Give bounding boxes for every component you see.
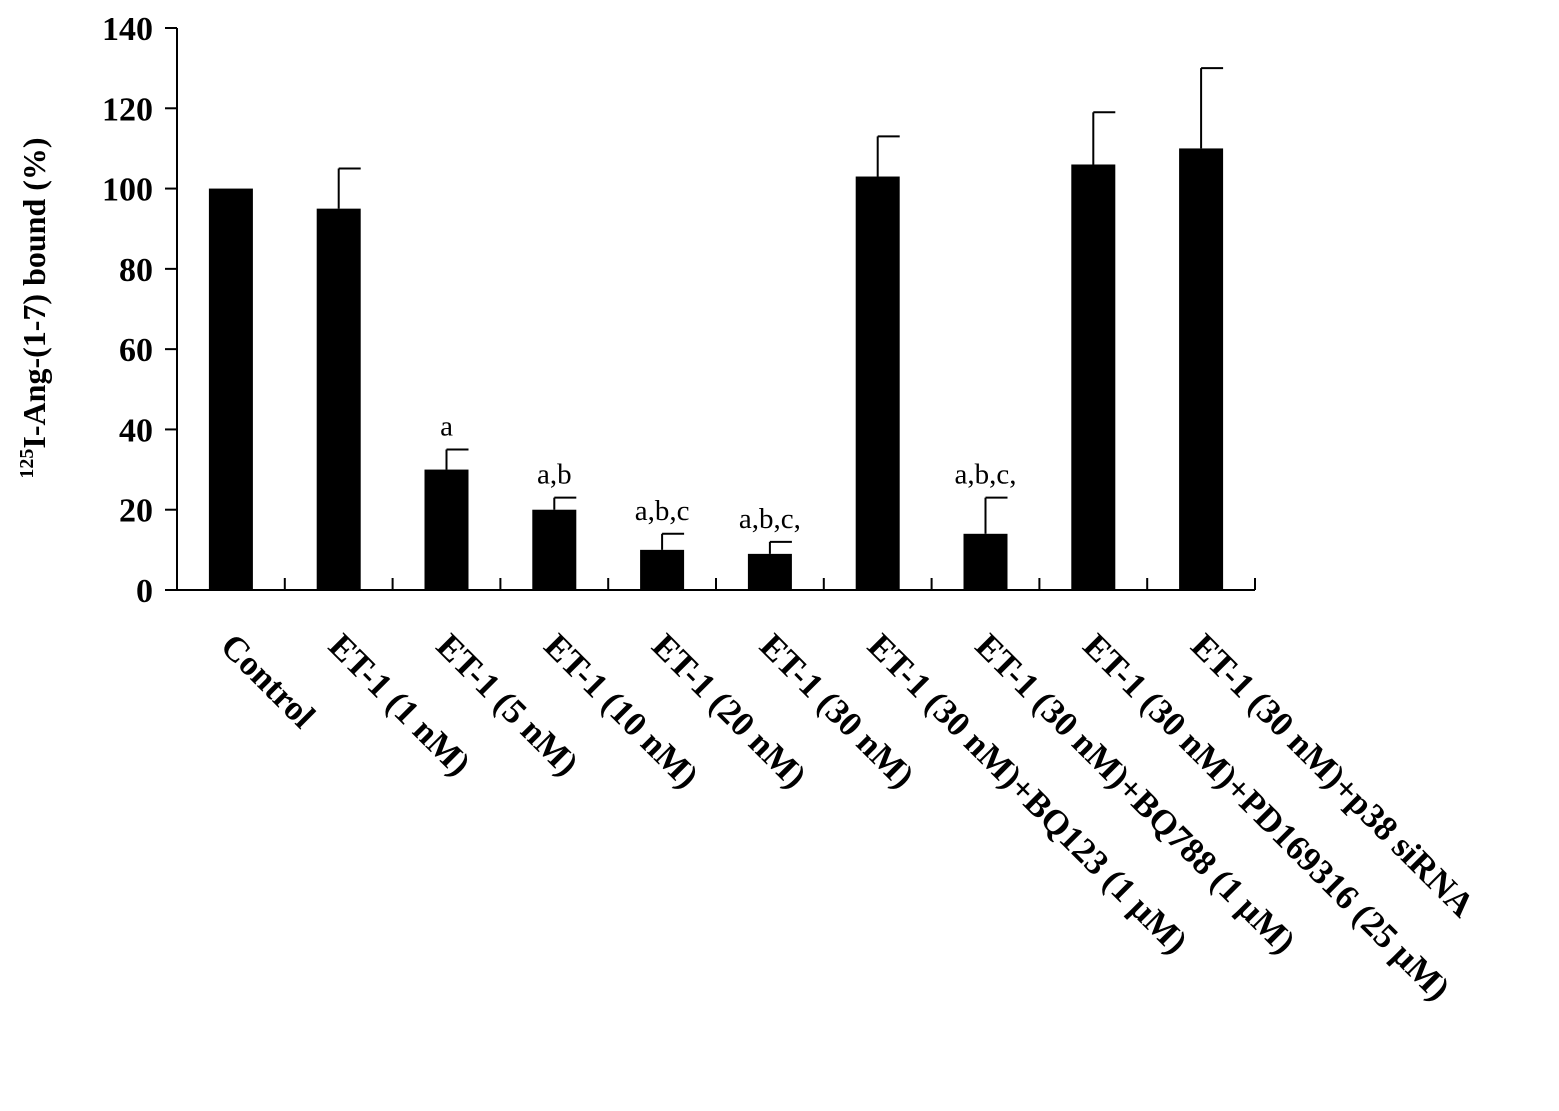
y-tick-label: 100 [102, 172, 153, 209]
significance-annotation: a,b [537, 459, 572, 491]
bar [316, 208, 361, 590]
y-axis-label: 125I-Ang-(1-7) bound (%) [16, 137, 52, 478]
svg-text:125I-Ang-(1-7) bound (%): 125I-Ang-(1-7) bound (%) [16, 137, 52, 478]
y-tick-label: 140 [102, 11, 153, 48]
x-category-label: Control [213, 626, 323, 736]
significance-annotation: a,b,c, [739, 503, 801, 535]
significance-annotation: a,b,c [635, 495, 690, 527]
bar [1179, 148, 1224, 590]
bar [208, 188, 253, 591]
y-tick-label: 40 [119, 412, 153, 449]
significance-annotation: a,b,c, [955, 459, 1017, 491]
bar [532, 509, 577, 590]
bar [963, 533, 1008, 590]
y-axis-label-text: I-Ang-(1-7) bound (%) [16, 137, 52, 448]
bar [747, 553, 792, 590]
bar [855, 176, 900, 590]
bar [1071, 164, 1116, 590]
significance-annotation: a [440, 411, 453, 443]
y-tick-label: 0 [136, 573, 153, 610]
y-tick-label: 60 [119, 332, 153, 369]
y-tick-label: 80 [119, 252, 153, 289]
bar [424, 469, 469, 590]
bar [640, 549, 685, 590]
y-tick-label: 120 [102, 91, 153, 128]
y-axis-label-superscript: 125 [16, 449, 38, 479]
y-tick-label: 20 [119, 493, 153, 530]
